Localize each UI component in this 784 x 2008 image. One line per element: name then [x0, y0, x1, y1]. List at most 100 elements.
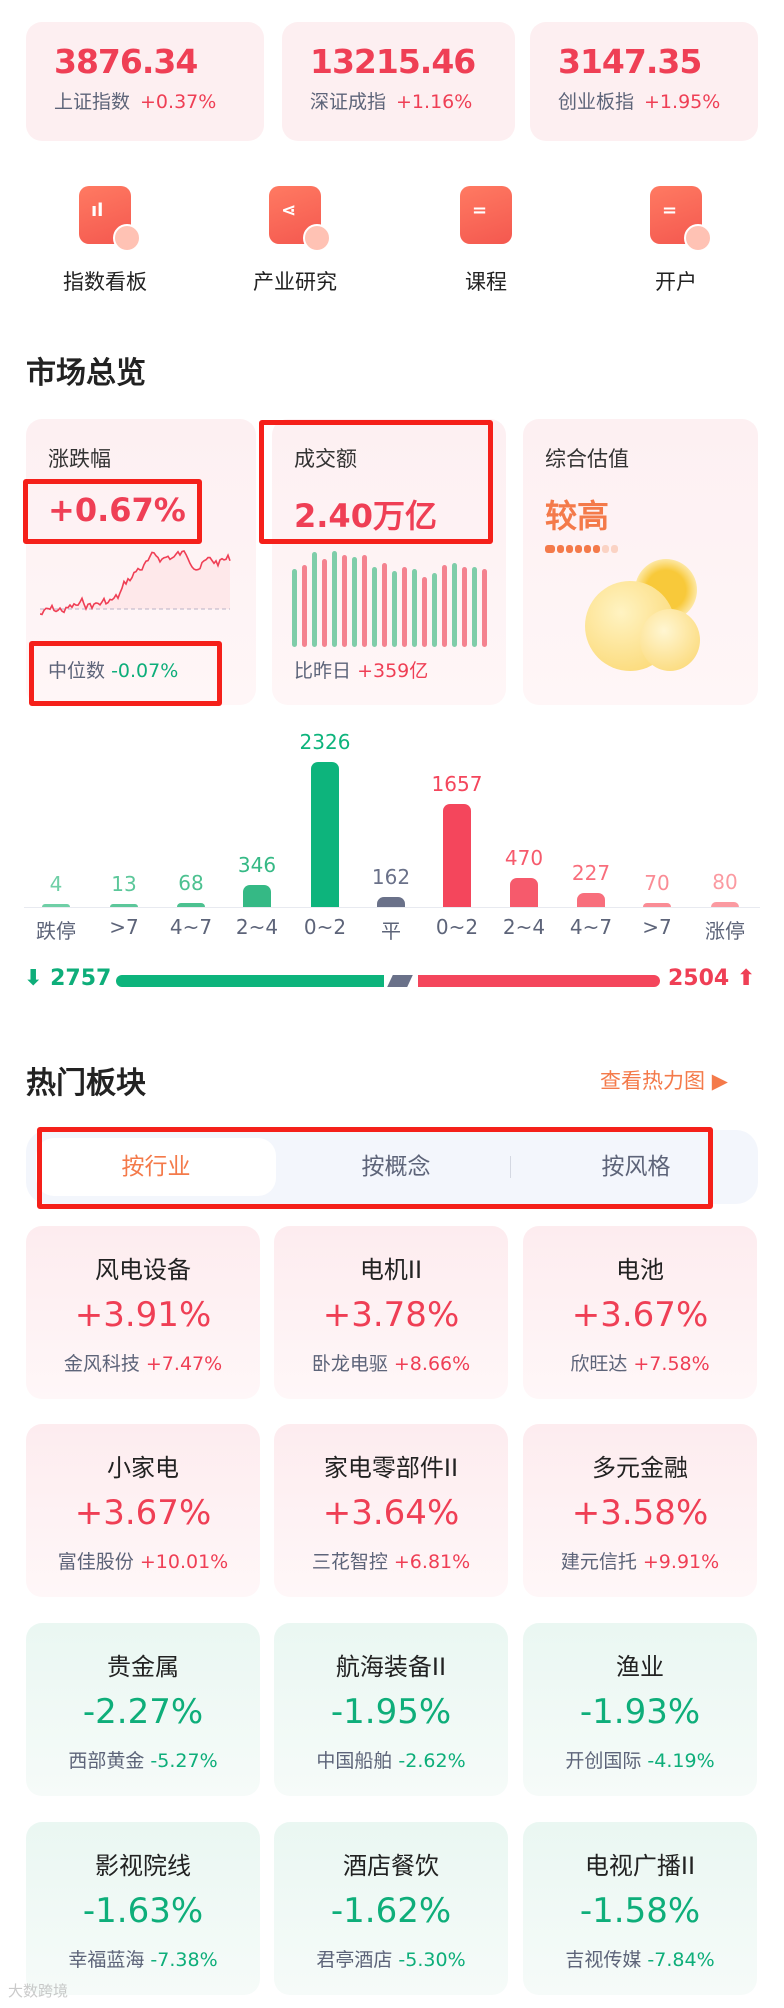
heatmap-link[interactable]: 查看热力图 ▶: [600, 1065, 728, 1095]
sparkline-line: [40, 550, 231, 616]
volume-bar: [342, 555, 347, 647]
volume-bar: [432, 573, 437, 647]
heatmap-link-label: 查看热力图: [600, 1069, 705, 1093]
sector-name: 小家电: [107, 1454, 179, 1482]
sector-change: -1.58%: [579, 1891, 701, 1931]
leading-stock-change: +7.58%: [633, 1353, 710, 1375]
volume-bar: [402, 567, 407, 647]
bar: [311, 762, 339, 907]
decliners: ⬇ 2757: [24, 966, 111, 991]
arrow-down-icon: ⬇: [24, 966, 43, 991]
sector-name: 影视院线: [95, 1852, 191, 1880]
volume-bar: [322, 559, 327, 647]
leading-stock-change: -5.30%: [398, 1949, 466, 1971]
volume-bar: [452, 563, 457, 647]
sector-card[interactable]: 渔业 -1.93% 开创国际 -4.19%: [523, 1623, 757, 1796]
leading-stock-change: +9.91%: [642, 1551, 720, 1573]
sector-card[interactable]: 风电设备 +3.91% 金风科技 +7.47%: [26, 1226, 260, 1399]
index-change: +1.95%: [644, 91, 721, 113]
bar: [443, 803, 471, 907]
card-turnover[interactable]: 成交额 2.40万亿 比昨日 +359亿: [272, 419, 506, 705]
quick-link-courses[interactable]: = 课程: [411, 186, 561, 296]
volume-bar: [442, 565, 447, 647]
level-segment: [575, 545, 582, 553]
sector-card[interactable]: 酒店餐饮 -1.62% 君亭酒店 -5.30%: [274, 1822, 508, 1995]
sector-name: 渔业: [616, 1653, 664, 1681]
watermark: 大数跨境: [8, 1982, 69, 2000]
volume-bar: [352, 557, 357, 647]
leading-stock: 西部黄金: [68, 1750, 145, 1772]
index-card-shanghai[interactable]: 3876.34 上证指数 +0.37%: [26, 22, 264, 141]
leading-stock: 建元信托: [560, 1551, 637, 1573]
sector-name: 电视广播II: [584, 1852, 696, 1880]
sector-change: -1.95%: [330, 1692, 452, 1732]
sector-name: 酒店餐饮: [343, 1852, 439, 1880]
sector-change: -1.63%: [82, 1891, 204, 1931]
category-label: 4~7: [169, 915, 213, 939]
leading-stock: 君亭酒店: [316, 1949, 393, 1971]
index-name: 创业板指: [558, 91, 635, 113]
index-card-chinext[interactable]: 3147.35 创业板指 +1.95%: [530, 22, 758, 141]
tab-style[interactable]: 按风格: [601, 1154, 671, 1180]
sector-change: +3.67%: [571, 1295, 709, 1335]
index-value: 3876.34: [54, 42, 198, 81]
bar: [643, 902, 671, 907]
leading-stock: 吉视传媒: [565, 1949, 642, 1971]
card-label: 综合估值: [545, 447, 629, 471]
account-card-icon: =: [650, 186, 712, 252]
leading-stock: 富佳股份: [57, 1551, 134, 1573]
chart-board-icon: ıl: [79, 186, 141, 252]
quick-link-research[interactable]: ⋖ 产业研究: [220, 186, 370, 296]
quick-link-label: 产业研究: [253, 270, 337, 294]
turnover-value: 2.40万亿: [294, 497, 437, 535]
card-valuation[interactable]: 综合估值 较高: [523, 419, 758, 705]
sector-card[interactable]: 多元金融 +3.58% 建元信托 +9.91%: [523, 1424, 757, 1597]
sector-card[interactable]: 贵金属 -2.27% 西部黄金 -5.27%: [26, 1623, 260, 1796]
bar: [510, 877, 538, 907]
volume-bar: [472, 567, 477, 647]
bar-value-label: 2326: [299, 730, 351, 754]
level-segment: [593, 545, 600, 553]
bar-value-label: 470: [504, 845, 544, 870]
change-value: +0.67%: [48, 491, 186, 529]
sector-card[interactable]: 电机II +3.78% 卧龙电驱 +8.66%: [274, 1226, 508, 1399]
category-label: 0~2: [303, 915, 347, 939]
volume-bar: [292, 569, 297, 647]
sector-card[interactable]: 航海装备II -1.95% 中国船舶 -2.62%: [274, 1623, 508, 1796]
sector-card[interactable]: 电池 +3.67% 欣旺达 +7.58%: [523, 1226, 757, 1399]
quick-link-index-board[interactable]: ıl 指数看板: [30, 186, 180, 296]
index-card-shenzhen[interactable]: 13215.46 深证成指 +1.16%: [282, 22, 515, 141]
index-value: 13215.46: [310, 42, 476, 81]
index-name: 上证指数: [54, 91, 131, 113]
category-label: 涨停: [705, 919, 745, 943]
bar: [177, 902, 205, 907]
category-label: 2~4: [502, 915, 546, 939]
volume-bar: [462, 567, 467, 647]
sector-change: -2.27%: [82, 1692, 204, 1732]
card-change[interactable]: 涨跌幅 +0.67% 中位数 -0.07%: [26, 419, 256, 705]
caret-right-icon: ▶: [711, 1069, 728, 1093]
sector-card[interactable]: 电视广播II -1.58% 吉视传媒 -7.84%: [523, 1822, 757, 1995]
category-label: 平: [381, 919, 401, 943]
bar-value-label: 13: [111, 872, 137, 896]
share-research-icon: ⋖: [269, 186, 331, 252]
quick-link-open-account[interactable]: = 开户: [601, 186, 751, 296]
sector-card[interactable]: 家电零部件II +3.64% 三花智控 +6.81%: [274, 1424, 508, 1597]
leading-stock-change: +8.66%: [393, 1353, 471, 1375]
bar-value-label: 70: [644, 870, 670, 895]
bar: [243, 885, 271, 907]
turnover-bars: [292, 551, 487, 647]
tab-industry[interactable]: 按行业: [36, 1138, 276, 1196]
leading-stock: 欣旺达: [570, 1353, 628, 1375]
compare-label: 比昨日: [294, 660, 352, 682]
category-label: >7: [642, 915, 672, 939]
volume-bar: [482, 569, 487, 647]
tab-concept[interactable]: 按概念: [361, 1154, 431, 1180]
sector-card[interactable]: 影视院线 -1.63% 幸福蓝海 -7.38%: [26, 1822, 260, 1995]
sector-change: -1.62%: [330, 1891, 452, 1931]
quick-link-label: 指数看板: [63, 270, 147, 294]
sector-card[interactable]: 小家电 +3.67% 富佳股份 +10.01%: [26, 1424, 260, 1597]
median-value: -0.07%: [111, 660, 179, 682]
advancers: 2504 ⬆: [668, 966, 755, 991]
sector-change: +3.91%: [74, 1295, 212, 1335]
